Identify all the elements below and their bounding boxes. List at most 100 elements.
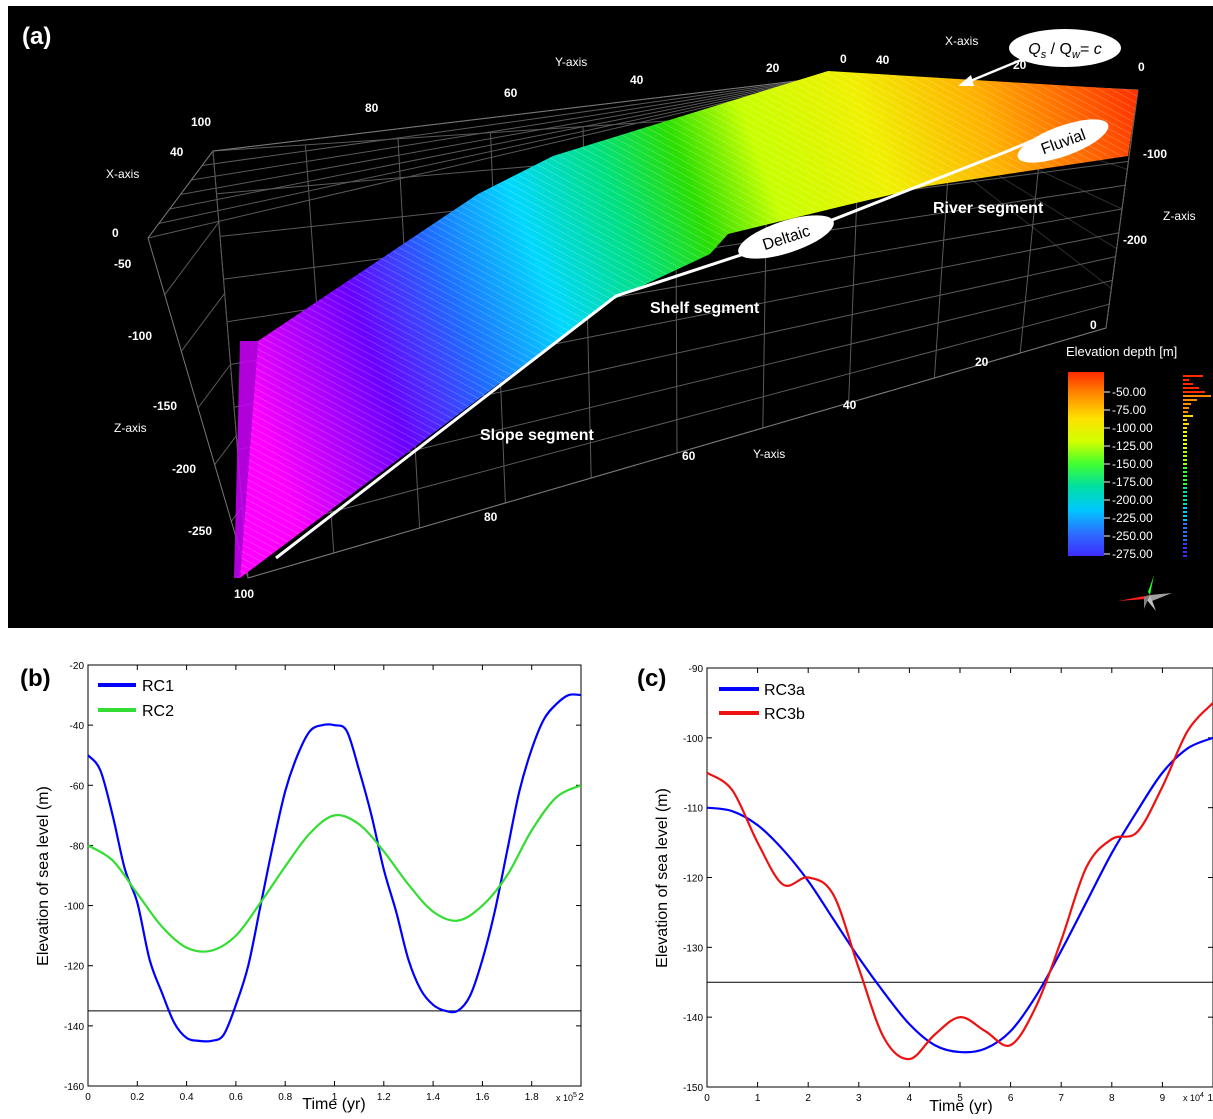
ytick-label: -140 — [64, 1022, 84, 1033]
panel-c-svg: (c) -90 -100 -110 -120 -130 -140 -150 0 1 2 3 4 5 6 7… — [637, 664, 1213, 1115]
tick-z-right-0: 0 — [1090, 318, 1097, 332]
ytick-label: -60 — [70, 781, 85, 792]
grid-line — [214, 435, 237, 465]
grid-line — [202, 75, 839, 166]
qs-eq: = — [1080, 41, 1094, 58]
tick-x-top-0: 0 — [1138, 60, 1145, 74]
colorbar-label: -100.00 — [1112, 421, 1153, 435]
qs-slash: / Q — [1046, 41, 1072, 58]
xtick-label: 8 — [1109, 1093, 1115, 1104]
tick-x-left-0: 0 — [112, 226, 119, 240]
panel-c-xlabel: Time (yr) — [929, 1098, 992, 1114]
colorbar-label: -275.00 — [1112, 547, 1153, 561]
tick-y-top-0: 0 — [840, 52, 847, 66]
panel-c-label: (c) — [637, 665, 666, 692]
qs-q: Q — [1028, 41, 1040, 58]
panel-b-legend: RC1 RC2 — [98, 678, 174, 720]
panel-b-mult-base: x 10 — [556, 1093, 573, 1103]
tick-y-top-100: 100 — [191, 115, 211, 129]
grid-line — [180, 293, 226, 352]
series-line-rc1 — [87, 693, 582, 1043]
z-axis-left-title: Z-axis — [114, 421, 147, 435]
surface-top-texture — [240, 71, 1138, 578]
xtick-label: 0 — [704, 1093, 710, 1104]
panel-a-3d-surface: Deltaic Fluvial Qs / Qw= c River segment… — [8, 6, 1213, 628]
tick-x-top-20: 20 — [1013, 58, 1027, 72]
tick-x-top-40: 40 — [876, 53, 890, 67]
xtick-label: 6 — [1008, 1093, 1014, 1104]
panel-c-chart: (c) -90 -100 -110 -120 -130 -140 -150 0 1 2 3 4 5 6 7… — [605, 640, 1213, 1115]
series-line-rc3a — [706, 736, 1213, 1054]
panel-b-mult-exp: 5 — [573, 1092, 577, 1099]
xtick-label: 2 — [578, 1092, 584, 1103]
ytick-label: -120 — [64, 962, 84, 973]
qs-qw-callout: Qs / Qw= c — [1009, 29, 1121, 67]
x-axis-top-title: X-axis — [945, 34, 978, 48]
ytick-label: -130 — [683, 943, 703, 954]
panel-b-label: (b) — [20, 665, 51, 692]
xtick-label: 1.8 — [525, 1092, 539, 1103]
tick-z-left-150: -150 — [153, 399, 177, 413]
legend-rc2-label: RC2 — [142, 703, 174, 720]
legend-rc3a-label: RC3a — [764, 682, 805, 699]
tick-y-top-40: 40 — [630, 73, 644, 87]
slope-segment-label: Slope segment — [480, 427, 594, 444]
shelf-segment-label: Shelf segment — [650, 300, 760, 317]
grid-line — [147, 75, 839, 239]
panel-b-svg: (b) -20 -40 -60 -80 -100 -120 -140 -160 0 0.2 0.4… — [20, 661, 584, 1113]
panel-c-series — [706, 702, 1213, 1061]
qs-c: c — [1094, 41, 1102, 58]
panel-b-series — [87, 693, 582, 1043]
colorbar-label: -75.00 — [1112, 403, 1146, 417]
panel-b-ylabel: Elevation of sea level (m) — [35, 786, 52, 966]
series-line-rc2 — [87, 784, 582, 953]
xtick-label: 1 — [332, 1092, 338, 1103]
tick-y-bottom-100: 100 — [234, 587, 254, 601]
grid-line — [158, 75, 839, 224]
xtick-label: 0.6 — [229, 1092, 243, 1103]
tick-z-left-100: -100 — [128, 329, 152, 343]
colorbar-title: Elevation depth [m] — [1066, 344, 1177, 359]
grid-line — [191, 75, 839, 181]
xtick-label: 2 — [805, 1093, 811, 1104]
colorbar-label: -50.00 — [1112, 385, 1146, 399]
panel-a-ticks: 100 80 60 40 20 0 40 20 0 40 0 -50 -100 … — [112, 52, 1167, 601]
ytick-label: -100 — [64, 902, 84, 913]
qs-arrow-head — [958, 75, 974, 86]
surface-front-face — [234, 341, 258, 578]
y-axis-bottom-title: Y-axis — [753, 447, 785, 461]
xtick-label: 10 — [1207, 1093, 1213, 1104]
ytick-label: -140 — [683, 1013, 703, 1024]
xtick-label: 1.4 — [426, 1092, 440, 1103]
tick-y-bottom-80: 80 — [484, 510, 498, 524]
xtick-label: 9 — [1160, 1093, 1166, 1104]
tick-z-right-200: -200 — [1123, 233, 1147, 247]
tick-y-top-20: 20 — [766, 61, 780, 75]
panel-c-x-multiplier: x 104 — [1183, 1092, 1204, 1103]
qs-qw-text: Qs / Qw= c — [1028, 41, 1101, 61]
panel-b-yticks: -20 -40 -60 -80 -100 -120 -140 -160 — [64, 661, 581, 1093]
colorbar-histogram — [1183, 375, 1211, 557]
legend-rc1-label: RC1 — [142, 678, 174, 695]
xtick-label: 1 — [755, 1093, 761, 1104]
ytick-label: -120 — [683, 874, 703, 885]
colorbar-label: -175.00 — [1112, 475, 1153, 489]
panel-b-chart: (b) -20 -40 -60 -80 -100 -120 -140 -160 0 0.2 0.4… — [0, 640, 600, 1114]
colorbar-label: -250.00 — [1112, 529, 1153, 543]
ytick-label: -40 — [70, 721, 85, 732]
tick-z-left-50: -50 — [114, 257, 132, 271]
elevation-colorbar: Elevation depth [m] -50.00 -75.00 -100.00 -… — [1066, 344, 1211, 561]
panel-a-svg: Deltaic Fluvial Qs / Qw= c River segment… — [22, 23, 1211, 611]
xtick-label: 4 — [907, 1093, 913, 1104]
colorbar-labels: -50.00 -75.00 -100.00 -125.00 -150.00 -175.00… — [1104, 385, 1153, 561]
grid-line — [180, 75, 839, 195]
z-axis-right-title: Z-axis — [1163, 209, 1196, 223]
grid-line — [197, 364, 231, 409]
qs-sub-w: w — [1072, 49, 1081, 61]
legend-rc3b-label: RC3b — [764, 706, 805, 723]
tick-x-left-40: 40 — [170, 145, 184, 159]
panel-c-yticks: -90 -100 -110 -120 -130 -140 -150 — [683, 664, 1213, 1094]
panel-c-xticks: 0 1 2 3 4 5 6 7 8 9 10 — [704, 668, 1213, 1104]
colorbar-label: -225.00 — [1112, 511, 1153, 525]
tick-y-bottom-20: 20 — [975, 355, 989, 369]
